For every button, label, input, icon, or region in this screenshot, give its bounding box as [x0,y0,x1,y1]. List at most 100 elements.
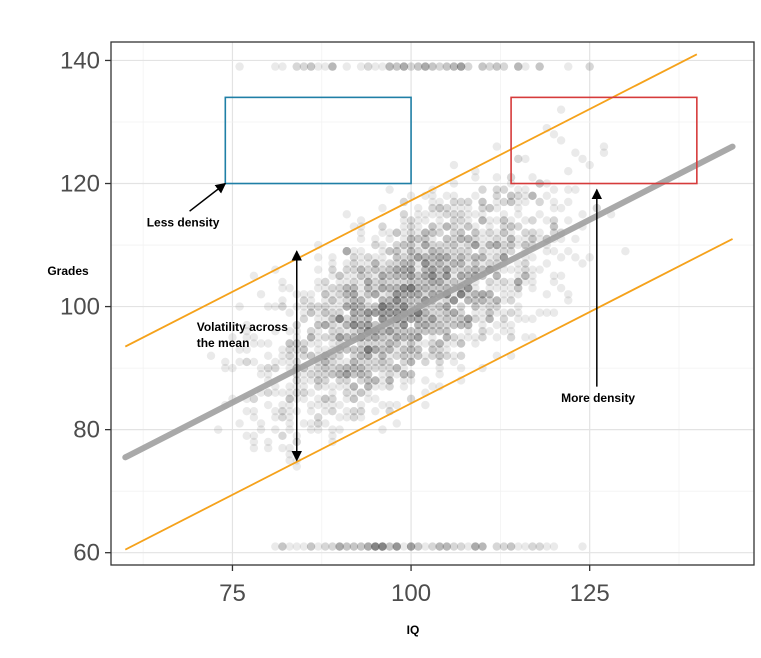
data-point [371,376,380,385]
data-point [442,326,451,336]
data-point [414,296,423,305]
data-point [335,357,344,367]
data-point [471,302,480,311]
data-point [528,283,537,293]
data-point [428,277,437,287]
data-point [399,370,409,379]
data-point [306,425,316,434]
data-point [478,228,487,237]
data-point [499,197,509,207]
data-point [414,283,423,293]
data-point [406,277,416,287]
data-point [456,210,466,219]
data-point [442,62,451,71]
data-point [442,333,451,342]
data-point [371,333,380,342]
data-point [414,333,423,342]
data-point [542,308,552,317]
data-point [499,228,509,237]
data-point [378,296,387,305]
data-point [406,394,416,404]
data-point [399,320,409,330]
data-point [356,320,366,330]
data-point [385,400,394,410]
data-point [349,345,359,354]
data-point [406,283,416,293]
data-point [406,351,416,360]
data-point [485,240,494,250]
data-point [364,314,373,324]
data-point [428,271,437,281]
data-point [342,406,351,416]
data-point [399,283,409,293]
data-point [428,253,437,262]
data-point [535,308,544,317]
data-point [514,222,523,231]
data-point [406,357,416,367]
data-point [392,296,401,305]
data-point [406,314,416,324]
data-point [371,302,380,311]
data-point [364,542,373,551]
data-point [321,357,330,367]
data-point [356,363,366,373]
data-point [514,277,523,287]
data-point [435,277,444,287]
data-point [521,265,530,274]
data-point [278,443,287,453]
data-point [499,283,509,293]
data-point [442,277,451,287]
data-point [364,345,373,354]
data-point [364,542,373,551]
data-point [406,271,416,281]
data-point [528,191,537,201]
data-point [435,271,444,281]
data-point [378,363,387,373]
data-point [478,253,487,262]
data-point [456,259,466,268]
data-point [414,326,423,336]
data-point [342,370,351,379]
data-point [456,339,466,348]
data-point [414,320,423,330]
data-point [371,308,380,317]
data-point [521,333,530,342]
data-point [392,302,401,311]
data-point [399,296,409,305]
data-point [449,197,459,207]
data-point [371,542,380,551]
data-point [328,296,337,305]
data-point [478,197,487,207]
data-point [442,240,451,250]
data-point [414,345,423,354]
data-point [406,216,416,225]
data-point [492,302,501,311]
data-point [399,259,409,268]
data-point [421,314,430,324]
data-point [349,308,359,317]
data-point [414,259,423,268]
data-point [456,216,466,225]
data-point [492,253,501,262]
data-point [378,265,387,274]
data-point [306,62,316,71]
data-point [328,296,337,305]
data-point [385,308,394,317]
data-point [471,290,480,299]
data-point [399,265,409,274]
data-point [421,259,430,268]
data-point [335,542,344,551]
data-point [392,228,401,237]
data-point [442,234,451,244]
data-point [385,376,394,385]
data-point [421,240,430,250]
data-point [421,259,430,268]
data-point [464,210,473,219]
data-point [449,320,459,330]
data-point [471,265,480,274]
data-point [435,283,444,293]
data-point [442,222,451,231]
data-point [371,240,380,250]
data-point [564,197,573,207]
x-tick-label: 125 [570,580,610,607]
